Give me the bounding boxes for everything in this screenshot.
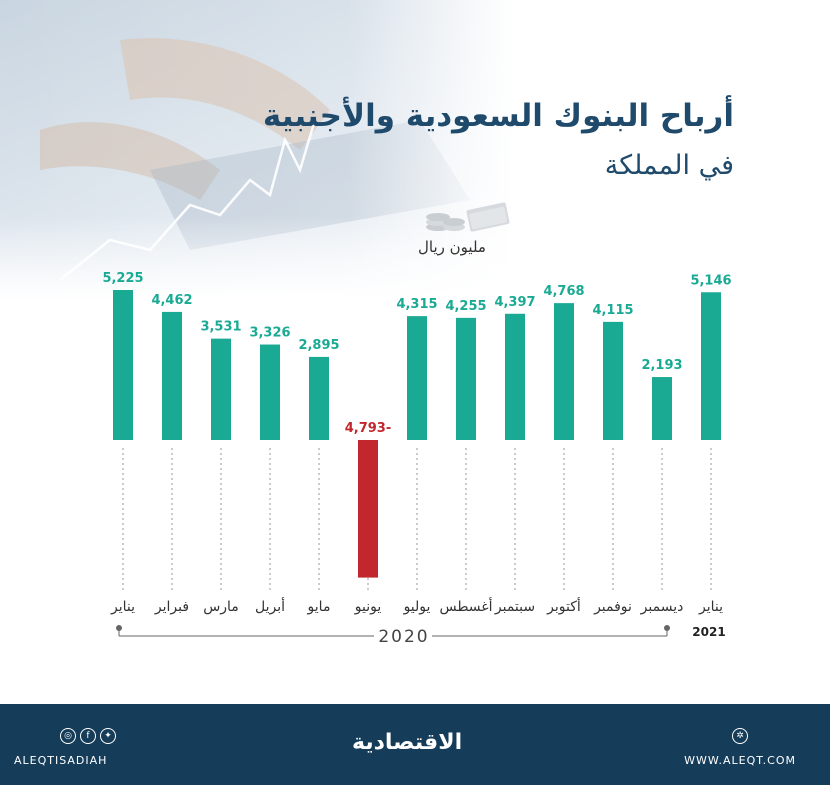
- bar: [456, 317, 476, 440]
- x-tick-label: أغسطس: [439, 597, 492, 615]
- facebook-icon[interactable]: f: [80, 728, 96, 744]
- data-label: 2,193: [641, 358, 682, 373]
- x-tick-label: أبريل: [255, 597, 285, 615]
- instagram-icon[interactable]: ◎: [60, 728, 76, 744]
- bar: [162, 311, 182, 440]
- data-label: 4,255: [445, 299, 486, 314]
- money-stack-icon: [426, 202, 510, 232]
- brand-logo: الاقتصادية: [352, 730, 463, 755]
- x-tick-label: يوليو: [403, 599, 431, 615]
- twitter-icon[interactable]: ✦: [100, 728, 116, 744]
- year-label-2021: 2021: [692, 625, 725, 639]
- hero-background: [0, 0, 830, 300]
- data-label: 4,768: [543, 284, 584, 299]
- data-label: 4,462: [151, 293, 192, 308]
- x-tick-label: نوفمبر: [593, 599, 632, 615]
- x-tick-label: سبتمبر: [494, 599, 535, 615]
- bar: [701, 292, 721, 440]
- bar: [260, 344, 280, 440]
- data-label: 2,895: [298, 338, 339, 353]
- footer: ◎ f ✦ ALEQTISADIAH الاقتصادية ✲ WWW.ALEQ…: [0, 704, 830, 785]
- bar: [113, 290, 133, 440]
- data-label: 3,531: [200, 320, 241, 335]
- unit-label: مليون ريال: [418, 238, 486, 256]
- bar: [554, 303, 574, 440]
- website-link[interactable]: WWW.ALEQT.COM: [684, 754, 796, 767]
- social-links: ◎ f ✦: [60, 728, 116, 744]
- x-tick-label: مارس: [203, 599, 239, 615]
- data-label: 4,315: [396, 297, 437, 312]
- x-tick-label: مايو: [307, 599, 331, 615]
- x-tick-label: يونيو: [354, 599, 382, 615]
- data-label: 5,146: [690, 273, 731, 288]
- bar: [309, 356, 329, 440]
- x-tick-label: ديسمبر: [640, 599, 684, 615]
- globe-icon: ✲: [732, 728, 748, 744]
- chart-subtitle: في المملكة: [604, 150, 734, 181]
- x-tick-label: فبراير: [154, 599, 189, 615]
- bar: [358, 440, 378, 578]
- data-label: 4,793-: [345, 421, 392, 436]
- x-tick-label: أكتوبر: [546, 597, 581, 615]
- bar: [603, 321, 623, 440]
- x-tick-label: يناير: [110, 599, 135, 615]
- social-handle[interactable]: ALEQTISADIAH: [14, 754, 108, 767]
- bar: [407, 316, 427, 440]
- bar: [652, 377, 672, 440]
- x-tick-label: يناير: [698, 599, 723, 615]
- bar-chart: 5,225 يناير 4,462 فبراير 3,531 مارس 3,326 أبريل…: [102, 271, 731, 647]
- chart-title: أرباح البنوك السعودية والأجنبية: [262, 98, 734, 134]
- data-label: 5,225: [102, 271, 143, 286]
- year-label-2020: 2020: [378, 627, 429, 647]
- bar: [211, 338, 231, 440]
- bar: [505, 313, 525, 440]
- data-label: 4,397: [494, 295, 535, 310]
- data-label: 3,326: [249, 326, 290, 341]
- data-label: 4,115: [592, 303, 633, 318]
- timeline-dot: [664, 625, 670, 631]
